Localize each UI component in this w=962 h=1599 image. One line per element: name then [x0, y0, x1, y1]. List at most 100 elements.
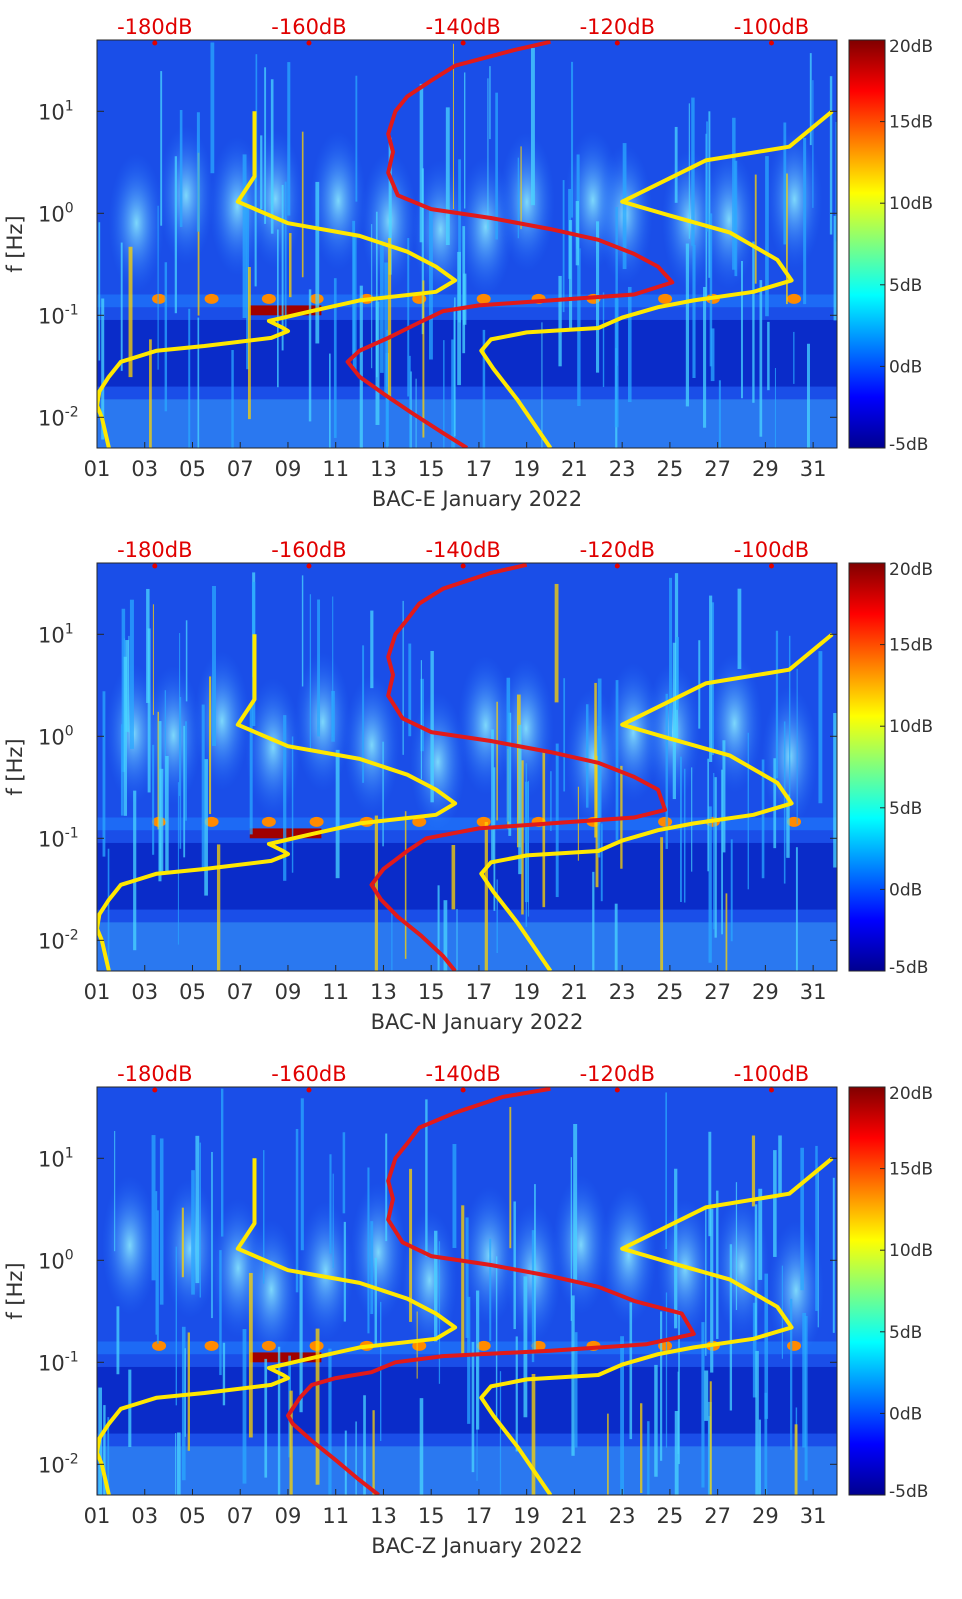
x-tick-label: 05: [179, 457, 206, 481]
transient-streak: [197, 317, 200, 448]
top-axis-label: -140dB: [425, 15, 500, 39]
microseism-peak: [204, 816, 219, 827]
transient-streak: [788, 635, 791, 800]
series-line-station-noise-2: [369, 563, 668, 971]
transient-streak: [732, 117, 736, 270]
x-tick-label: 25: [657, 980, 684, 1004]
x-tick-label: 01: [84, 457, 111, 481]
transient-streak: [184, 1348, 186, 1437]
transient-streak: [107, 1417, 110, 1495]
transient-streak: [804, 1315, 808, 1481]
transient-streak: [125, 640, 129, 732]
microseism-peak: [261, 293, 276, 304]
y-tick-label: 10-1: [38, 825, 79, 851]
transient-streak: [422, 280, 425, 438]
transient-streak: [496, 701, 498, 821]
transient-streak: [735, 1182, 738, 1311]
energy-blob: [108, 152, 165, 293]
top-axis-label: -100dB: [734, 15, 809, 39]
transient-streak: [754, 1204, 758, 1337]
transient-streak: [210, 42, 215, 174]
transient-streak: [425, 1099, 428, 1257]
energy-blob: [101, 1175, 158, 1316]
transient-streak: [291, 736, 294, 873]
transient-streak: [495, 92, 498, 240]
x-tick-label: 11: [322, 1504, 349, 1528]
transient-streak: [367, 1167, 370, 1334]
transient-streak: [123, 656, 128, 816]
transient-streak: [471, 1341, 475, 1473]
transient-streak: [496, 879, 498, 954]
transient-streak: [600, 823, 603, 902]
transient-streak: [195, 1135, 200, 1284]
transient-streak: [755, 1350, 759, 1495]
top-axis-tick: [306, 563, 312, 569]
x-tick-label: 27: [704, 1504, 731, 1528]
top-axis-tick: [614, 40, 620, 46]
transient-streak: [660, 1311, 663, 1461]
transient-streak: [276, 229, 279, 388]
transient-streak: [558, 275, 562, 367]
series-line-model-bounds-1: [479, 109, 834, 448]
energy-blob: [412, 159, 469, 300]
transient-streak: [309, 594, 312, 753]
transient-streak: [629, 1302, 633, 1440]
transient-streak: [129, 599, 134, 749]
transient-streak: [419, 83, 424, 243]
transient-streak: [773, 758, 777, 849]
transient-streak: [402, 600, 404, 755]
series-line-model-bounds-1: [479, 1156, 834, 1495]
transient-streak: [461, 1205, 465, 1354]
colorbar-label: 20dB: [889, 37, 933, 57]
transient-streak: [577, 786, 579, 861]
transient-streak: [467, 1296, 471, 1424]
colorbar-label: 10dB: [889, 717, 933, 737]
x-tick-label: 05: [179, 1504, 206, 1528]
transient-streak: [765, 156, 769, 317]
transient-streak: [685, 243, 690, 407]
transient-streak: [329, 353, 331, 448]
transient-streak: [301, 131, 304, 278]
transient-streak: [761, 759, 765, 879]
transient-streak: [332, 596, 334, 738]
transient-streak: [677, 1371, 679, 1455]
top-axis-label: -120dB: [580, 15, 655, 39]
transient-streak: [722, 740, 726, 853]
x-tick-label: 03: [131, 457, 158, 481]
transient-streak: [452, 1144, 457, 1248]
transient-streak: [674, 1168, 678, 1329]
x-tick-label: 21: [561, 457, 588, 481]
transient-streak: [807, 343, 810, 448]
transient-streak: [692, 244, 696, 379]
transient-streak: [177, 782, 179, 945]
top-axis-label: -180dB: [117, 1062, 192, 1086]
transient-streak: [464, 72, 466, 209]
microseism-peak: [152, 1340, 167, 1351]
transient-streak: [456, 909, 458, 971]
x-tick-label: 21: [561, 980, 588, 1004]
transient-streak: [335, 749, 340, 879]
transient-streak: [434, 1230, 438, 1342]
transient-streak: [752, 1302, 757, 1398]
x-tick-label: 09: [275, 1504, 302, 1528]
series-line-station-noise-2: [286, 1087, 696, 1495]
series-line-model-bounds-0: [97, 634, 458, 971]
transient-streak: [289, 1390, 293, 1495]
transient-streak: [709, 213, 713, 367]
transient-streak: [660, 837, 664, 971]
transient-streak: [678, 1310, 680, 1465]
transient-streak: [491, 729, 494, 861]
top-axis-label: -160dB: [271, 538, 346, 562]
transient-streak: [711, 602, 715, 756]
transient-streak: [270, 79, 274, 234]
transient-streak: [371, 224, 373, 369]
top-axis-tick: [152, 563, 158, 569]
transient-streak: [301, 575, 304, 687]
transient-streak: [665, 1092, 668, 1250]
transient-streak: [517, 157, 519, 239]
transient-streak: [263, 1150, 265, 1284]
transient-streak: [420, 660, 422, 780]
energy-blob: [245, 677, 302, 818]
transient-streak: [120, 242, 123, 371]
x-tick-label: 07: [227, 980, 254, 1004]
